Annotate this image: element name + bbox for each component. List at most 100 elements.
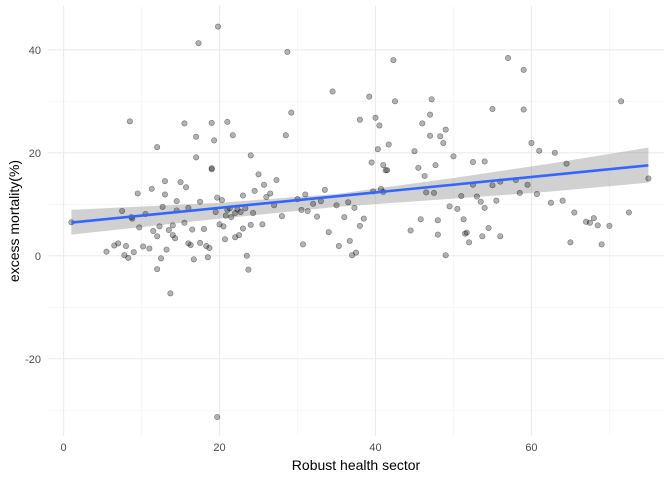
x-tick-label: 60	[525, 442, 537, 454]
data-point	[356, 116, 363, 123]
y-tick-label: -20	[25, 354, 41, 366]
data-point	[273, 177, 280, 184]
data-point	[159, 203, 166, 210]
data-point	[427, 111, 434, 118]
data-point	[533, 190, 540, 197]
data-point	[477, 198, 484, 205]
data-point	[255, 171, 262, 178]
data-point	[200, 225, 207, 232]
data-point	[247, 221, 254, 228]
data-point	[415, 164, 422, 171]
data-point	[606, 222, 613, 229]
data-point	[376, 122, 383, 129]
data-point	[181, 120, 188, 127]
data-point	[314, 213, 321, 220]
data-point	[421, 172, 428, 179]
data-point	[298, 206, 305, 213]
data-point	[368, 159, 375, 166]
data-point	[204, 254, 211, 261]
x-tick-label: 20	[213, 442, 225, 454]
data-point	[586, 219, 593, 226]
data-point	[263, 194, 270, 201]
data-point	[158, 255, 165, 262]
data-point	[349, 252, 356, 259]
data-point	[245, 266, 252, 273]
data-point	[203, 242, 210, 249]
major-gridlines	[48, 6, 664, 436]
data-point	[222, 236, 229, 243]
data-point	[195, 40, 202, 47]
data-point	[442, 126, 449, 133]
data-point	[103, 248, 110, 255]
data-point	[493, 197, 500, 204]
data-point	[161, 178, 168, 185]
data-point	[208, 165, 215, 172]
data-point	[189, 226, 196, 233]
data-point	[520, 106, 527, 113]
data-point	[462, 230, 469, 237]
data-point	[333, 202, 340, 209]
data-point	[224, 118, 231, 125]
data-point	[417, 216, 424, 223]
data-point	[450, 153, 457, 160]
data-point	[206, 245, 213, 252]
data-point	[267, 190, 274, 197]
data-point	[284, 48, 291, 55]
data-point	[473, 193, 480, 200]
data-point	[304, 207, 311, 214]
data-point	[229, 132, 236, 139]
data-point	[590, 215, 597, 222]
data-point	[434, 231, 441, 238]
data-point	[469, 159, 476, 166]
data-point	[278, 213, 285, 220]
data-point	[156, 223, 163, 230]
data-point	[181, 219, 188, 226]
data-point	[165, 227, 172, 234]
data-point	[243, 252, 250, 259]
data-point	[214, 23, 221, 30]
data-point	[125, 254, 132, 261]
data-point	[374, 146, 381, 153]
data-point	[516, 189, 523, 196]
data-point	[427, 132, 434, 139]
data-point	[390, 57, 397, 64]
data-point	[130, 249, 137, 256]
data-point	[150, 228, 157, 235]
data-point	[437, 133, 444, 140]
y-tick-label: 20	[29, 148, 41, 160]
data-point	[197, 239, 204, 246]
data-point	[460, 216, 467, 223]
data-point	[351, 204, 358, 211]
data-point	[208, 119, 215, 126]
data-point	[382, 167, 389, 174]
data-point	[247, 152, 254, 159]
data-point	[167, 290, 174, 297]
data-point	[360, 215, 367, 222]
data-point	[481, 204, 488, 211]
data-point	[211, 137, 218, 144]
data-point	[618, 98, 625, 105]
data-point	[583, 218, 590, 225]
data-point	[571, 209, 578, 216]
data-point	[187, 241, 194, 248]
data-point	[345, 199, 352, 206]
data-point	[481, 158, 488, 165]
data-point	[411, 148, 418, 155]
x-tick-label: 0	[61, 442, 67, 454]
data-point	[222, 212, 229, 219]
data-point	[216, 221, 223, 228]
minor-gridlines	[48, 6, 664, 436]
data-point	[218, 197, 225, 204]
data-point	[489, 105, 496, 112]
data-point	[190, 256, 197, 263]
data-point	[154, 233, 161, 240]
data-point	[121, 252, 128, 259]
data-point	[214, 413, 221, 420]
data-point	[163, 246, 170, 253]
data-point	[440, 139, 447, 146]
y-axis-title: excess mortality(%)	[6, 160, 22, 282]
data-point	[208, 166, 215, 173]
data-point	[232, 210, 239, 217]
data-point	[134, 190, 141, 197]
data-point	[260, 181, 267, 188]
